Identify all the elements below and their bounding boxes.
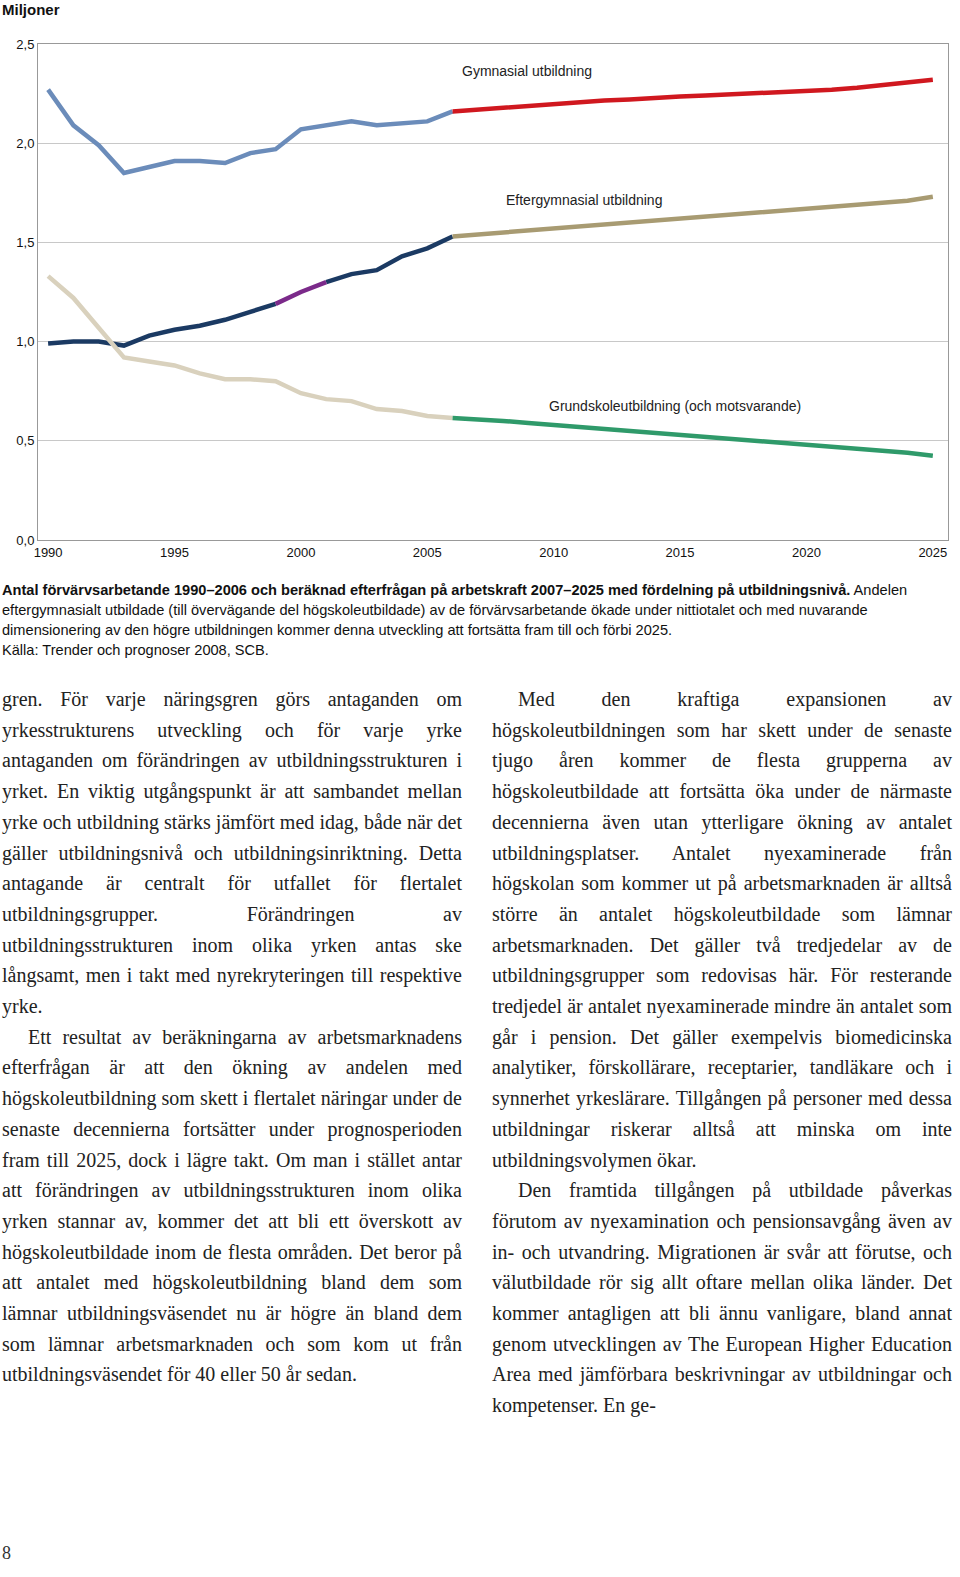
svg-text:0,5: 0,5 [16,433,34,448]
svg-text:1995: 1995 [160,545,189,560]
svg-text:2,0: 2,0 [16,136,34,151]
svg-text:2,5: 2,5 [16,37,34,52]
svg-text:2025: 2025 [918,545,947,560]
svg-text:Miljoner: Miljoner [2,1,60,18]
svg-text:0,0: 0,0 [16,533,34,548]
svg-text:Grundskoleutbildning (och mots: Grundskoleutbildning (och motsvarande) [549,398,801,414]
html-text:8: 8 [2,1543,11,1563]
svg-text:Gymnasial utbildning: Gymnasial utbildning [462,63,592,79]
svg-text:2010: 2010 [539,545,568,560]
html-text:Antal förvärvsarbetande 1990–2: Antal förvärvsarbetande 1990–2006 och be… [2,582,908,638]
html-text:gren. För varje näringsgren gö: gren. För varje näringsgren görs antagan… [2,688,462,1017]
svg-text:2015: 2015 [666,545,695,560]
html-text:Med den kraftiga expansionen a: Med den kraftiga expansionen av högskole… [492,688,952,1171]
svg-text:2005: 2005 [413,545,442,560]
svg-text:1,5: 1,5 [16,235,34,250]
html-text:Ett resultat av beräkningarna: Ett resultat av beräkningarna av arbetsm… [2,1025,462,1386]
svg-text:Eftergymnasial utbildning: Eftergymnasial utbildning [506,192,662,208]
svg-text:2020: 2020 [792,545,821,560]
html-text:Den framtida tillgången på utb: Den framtida tillgången på utbildade påv… [492,1179,952,1417]
svg-text:2000: 2000 [286,545,315,560]
svg-text:1990: 1990 [34,545,63,560]
html-text:Källa: Trender och prognoser 2: Källa: Trender och prognoser 2008, SCB. [2,642,269,658]
svg-text:1,0: 1,0 [16,334,34,349]
